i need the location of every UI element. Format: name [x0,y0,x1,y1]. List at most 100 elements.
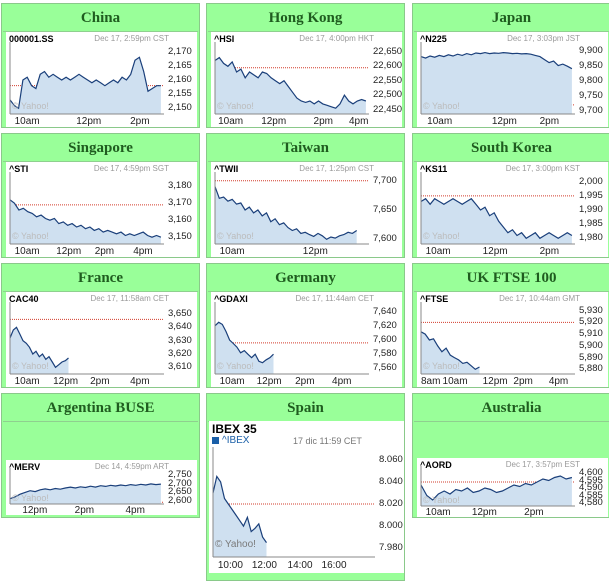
index-symbol: ^IBEX [222,435,250,446]
x-tick-label: 4pm [125,505,145,516]
x-tick-label: 2pm [295,376,315,387]
market-chart[interactable]: 000001.SS Dec 17, 2:59pm CST 2,170 2,165 2,1… [6,32,197,127]
x-tick-label: 12pm [53,376,79,387]
market-chart[interactable]: ^FTSE Dec 17, 10:44am GMT 5,930 5,920 5,910 5… [417,292,608,387]
yahoo-watermark: © Yahoo! [217,361,254,371]
market-chart[interactable]: ^AORD Dec 17, 3:57pm EST 4,600 4,595 4,590 4,… [417,458,608,518]
x-tick-label: 2pm [90,376,110,387]
y-tick-label: 9,850 [579,59,603,71]
market-panel-singapore[interactable]: Singapore ^STI Dec 17, 4:59pm SGT 3,180 3,17… [1,133,200,258]
yahoo-watermark: © Yahoo! [423,361,460,371]
ticker-symbol: ^MERV [9,462,41,472]
chart-plot [214,42,369,115]
market-panel-argentina[interactable]: Argentina BUSE ^MERV Dec 14, 4:59pm ART 2,7… [1,393,200,518]
x-tick-label: 10am [14,376,40,387]
market-title: Australia [414,395,609,422]
market-chart[interactable]: IBEX 35 ^IBEX 17 dic 11:59 CET 8.060 8.040 8.… [209,421,404,573]
y-tick-label: 2,750 [168,468,192,480]
chart-plot [420,302,575,375]
y-tick-label: 7,600 [373,334,397,345]
x-tick-label: 2pm [539,246,560,257]
market-title: Germany [208,265,403,292]
chart-plot [214,302,369,375]
chart-plot [420,42,575,115]
x-tick-label: 4pm [130,376,150,387]
y-tick-label: 5,910 [579,328,603,340]
y-tick-label: 5,890 [579,351,603,363]
x-tick-label: 2pm [513,376,533,387]
y-tick-label: 8.020 [379,498,403,509]
market-panel-germany[interactable]: Germany ^GDAXI Dec 17, 11:44am CET 7,640 7,6… [206,263,405,388]
market-chart[interactable]: ^MERV Dec 14, 4:59pm ART 2,750 2,700 2,650 2,… [6,460,197,516]
ticker-symbol: ^TWII [214,164,239,174]
yahoo-watermark: © Yahoo! [215,539,256,550]
market-panel-taiwan[interactable]: Taiwan ^TWII Dec 17, 1:25pm CST 7,700 7,650 7… [206,133,405,258]
x-tick-label: 10am [14,116,40,127]
market-panel-spain[interactable]: Spain IBEX 35 ^IBEX 17 dic 11:59 CET 8.060 8.… [206,393,405,581]
market-panel-france[interactable]: France CAC40 Dec 17, 11:58am CET 3,650 3,640… [1,263,200,388]
y-tick-label: 2,700 [168,477,192,489]
yahoo-watermark: © Yahoo! [12,101,49,111]
x-tick-label: 2pm [130,116,150,127]
y-tick-label: 2,160 [168,74,192,85]
y-tick-label: 7,650 [373,204,397,215]
market-title: France [3,265,198,292]
area-fill [215,322,274,374]
area-fill [213,476,267,557]
timestamp: Dec 14, 4:59pm ART [94,462,169,471]
y-tick-label: 22,550 [373,74,403,86]
market-title: Taiwan [208,135,403,162]
x-tick-label: 2pm [74,505,95,516]
y-tick-label: 8.000 [379,520,403,532]
x-tick-label: 16:00 [321,560,347,571]
y-tick-label: 7,560 [373,362,397,374]
y-tick-label: 3,170 [168,197,192,209]
x-tick-label: 10am [442,376,468,387]
timestamp: 17 dic 11:59 CET [293,436,362,446]
x-tick-label: 12pm [302,246,328,257]
chart-plot [420,466,575,507]
market-panel-japan[interactable]: Japan ^N225 Dec 17, 3:03pm JST 9,900 9,850 9,… [412,3,609,128]
chart-plot [212,447,375,558]
market-panel-australia[interactable]: Australia ^AORD Dec 17, 3:57pm EST 4,600 4,5… [412,393,609,518]
y-tick-label: 3,610 [168,361,192,373]
y-tick-label: 9,800 [579,74,603,86]
y-tick-label: 1,990 [579,204,603,215]
market-panel-southkorea[interactable]: South Korea ^KS11 Dec 17, 3:00pm KST 2,000 1… [412,133,609,258]
market-chart[interactable]: CAC40 Dec 17, 11:58am CET 3,650 3,640 3,630 3… [6,292,197,387]
timestamp: Dec 17, 1:25pm CST [299,164,374,173]
x-tick-label: 12pm [482,376,508,387]
market-chart[interactable]: ^TWII Dec 17, 1:25pm CST 7,700 7,650 7,600 10… [211,162,402,257]
yahoo-watermark: © Yahoo! [217,101,254,111]
ticker-symbol: ^N225 [420,34,447,44]
market-panel-hongkong[interactable]: Hong Kong ^HSI Dec 17, 4:00pm HKT 22,650 22,… [206,3,405,128]
x-tick-label: 4pm [548,376,569,387]
ticker-symbol: CAC40 [9,294,39,304]
index-subtitle: ^IBEX [212,435,249,446]
market-chart[interactable]: ^KS11 Dec 17, 3:00pm KST 2,000 1,995 1,990 1,… [417,162,608,257]
y-tick-label: 4,600 [579,467,603,478]
index-title: IBEX 35 [212,422,257,436]
x-tick-label: 12pm [471,507,497,518]
market-chart[interactable]: ^HSI Dec 17, 4:00pm HKT 22,650 22,600 22,550… [211,32,402,127]
market-panel-china[interactable]: China 000001.SS Dec 17, 2:59pm CST 2,170 2,1… [1,3,200,128]
market-chart[interactable]: ^GDAXI Dec 17, 11:44am CET 7,640 7,620 7,600… [211,292,402,387]
x-tick-label: 12pm [482,246,508,257]
market-chart[interactable]: ^STI Dec 17, 4:59pm SGT 3,180 3,170 3,160 3,1… [6,162,197,257]
y-tick-label: 4,595 [579,474,603,486]
y-tick-label: 7.980 [379,542,403,554]
area-fill [215,186,357,244]
y-tick-label: 2,150 [168,102,192,114]
market-panel-ukftse[interactable]: UK FTSE 100 ^FTSE Dec 17, 10:44am GMT 5,930… [412,263,609,388]
series-line [420,475,573,501]
x-tick-label: 12:00 [251,560,277,571]
ticker-symbol: 000001.SS [9,34,54,44]
y-tick-label: 3,620 [168,348,192,359]
y-tick-label: 2,155 [168,88,192,100]
chart-plot [214,172,369,245]
market-title: China [3,5,198,32]
market-chart[interactable]: ^N225 Dec 17, 3:03pm JST 9,900 9,850 9,800 9,… [417,32,608,127]
timestamp: Dec 17, 4:00pm HKT [299,34,374,43]
y-tick-label: 3,180 [168,180,192,192]
